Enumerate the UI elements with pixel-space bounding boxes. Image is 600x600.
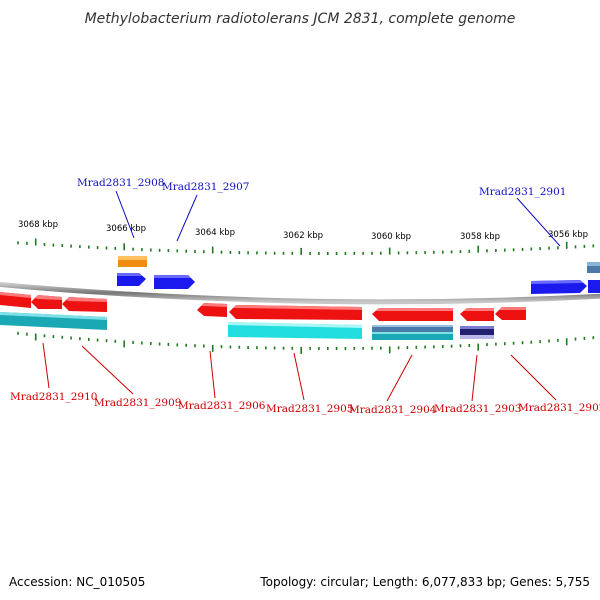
scale-label: 3058 kbp (460, 232, 500, 242)
scale-label: 3056 kbp (548, 230, 588, 240)
gene-arrow[interactable] (117, 273, 146, 286)
features-forward-strand (117, 256, 600, 294)
rna-feature[interactable] (372, 332, 453, 340)
gene-label[interactable]: Mrad2831_2910 (10, 391, 97, 403)
gene-label[interactable]: Mrad2831_2904 (349, 404, 437, 416)
rna-feature[interactable] (0, 312, 107, 330)
gene-feature[interactable] (118, 256, 147, 267)
gene-arrow[interactable] (197, 303, 227, 317)
leader-line (293, 352, 305, 401)
leader-line (115, 190, 135, 239)
scale-labels: 3068 kbp 3066 kbp 3064 kbp 3062 kbp 3060… (18, 220, 588, 242)
gene-arrow[interactable] (460, 308, 494, 321)
gene-label[interactable]: Mrad2831_2903 (434, 403, 521, 415)
accession-text: Accession: NC_010505 (9, 575, 145, 589)
features-reverse-strand (0, 292, 526, 340)
scale-label: 3060 kbp (371, 232, 411, 242)
leader-line (209, 350, 216, 399)
scale-label: 3062 kbp (283, 231, 323, 241)
leader-line (471, 354, 478, 402)
gene-labels-bottom: Mrad2831_2910 Mrad2831_2909 Mrad2831_290… (10, 391, 600, 416)
gene-label[interactable]: Mrad2831_2901 (479, 186, 566, 198)
leader-line (81, 345, 134, 395)
scale-ticks-top (17, 238, 595, 255)
gene-arrow[interactable] (62, 297, 107, 312)
page-title: Methylobacterium radiotolerans JCM 2831,… (85, 11, 516, 27)
rna-feature[interactable] (372, 325, 453, 332)
gene-label[interactable]: Mrad2831_2906 (178, 400, 266, 412)
gene-label[interactable]: Mrad2831_2908 (77, 177, 164, 189)
genome-backbone (0, 281, 600, 305)
scale-label: 3064 kbp (195, 228, 235, 238)
rna-feature[interactable] (228, 322, 362, 339)
gene-arrow[interactable] (372, 308, 453, 321)
gene-label[interactable]: Mrad2831_2909 (94, 397, 181, 409)
leader-line (176, 194, 198, 242)
genome-summary-text: Topology: circular; Length: 6,077,833 bp… (259, 575, 590, 589)
label-leaders (42, 190, 561, 402)
gene-arrow[interactable] (0, 292, 31, 308)
gene-arrow[interactable] (154, 275, 195, 289)
gene-arrow[interactable] (31, 295, 62, 309)
gene-arrow[interactable] (588, 280, 600, 293)
rna-feature[interactable] (460, 326, 494, 339)
gene-labels-top: Mrad2831_2908 Mrad2831_2907 Mrad2831_290… (77, 177, 566, 198)
gene-label[interactable]: Mrad2831_2905 (266, 403, 353, 415)
gene-arrow[interactable] (495, 307, 526, 320)
leader-line (386, 354, 413, 402)
gene-arrow[interactable] (229, 305, 362, 320)
leader-line (510, 354, 557, 401)
scale-label: 3068 kbp (18, 220, 58, 230)
gene-label[interactable]: Mrad2831_2902 (518, 402, 600, 414)
leader-line (516, 197, 561, 247)
scale-ticks-bottom (17, 331, 595, 354)
scale-label: 3066 kbp (106, 224, 146, 234)
gene-arrow[interactable] (531, 280, 587, 294)
gene-label[interactable]: Mrad2831_2907 (162, 181, 249, 193)
leader-line (42, 342, 50, 389)
rna-feature[interactable] (587, 262, 600, 273)
